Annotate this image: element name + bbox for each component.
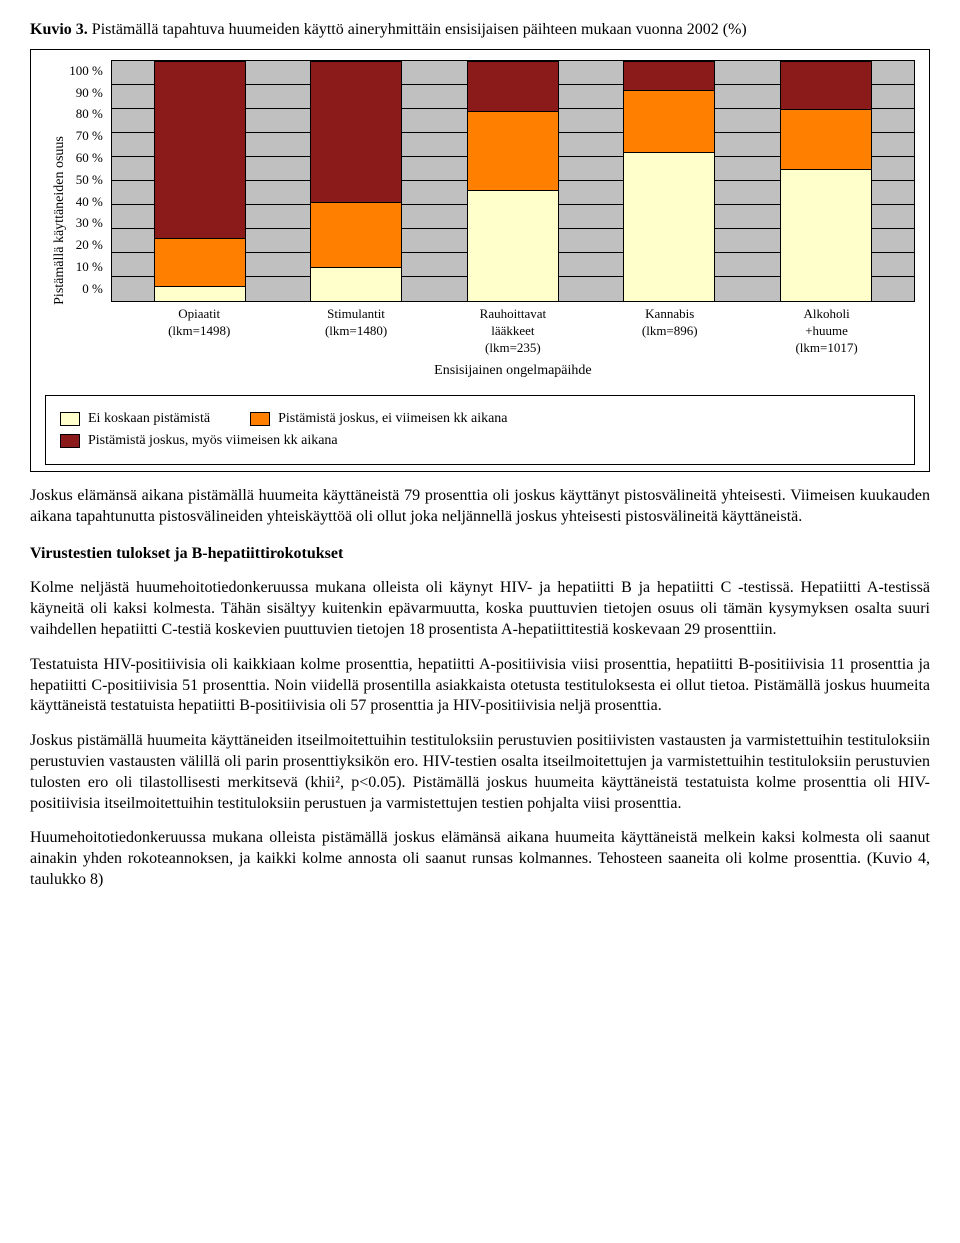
bar-segment	[624, 152, 714, 301]
bar-segment	[624, 90, 714, 152]
y-tick-label: 80 %	[69, 103, 103, 125]
y-ticks: 0 %10 %20 %30 %40 %50 %60 %70 %80 %90 %1…	[69, 60, 111, 300]
bar-segment	[781, 61, 871, 109]
legend-item-joskus-myos-viim: Pistämistä joskus, myös viimeisen kk aik…	[60, 432, 338, 450]
title-prefix: Kuvio 3.	[30, 21, 92, 38]
bar-segment	[468, 61, 558, 111]
chart-title: Kuvio 3. Pistämällä tapahtuva huumeiden …	[30, 20, 930, 41]
legend-label: Pistämistä joskus, myös viimeisen kk aik…	[88, 432, 338, 450]
legend-label: Pistämistä joskus, ei viimeisen kk aikan…	[278, 410, 507, 428]
y-axis-label: Pistämällä käyttäneiden osuus	[45, 60, 69, 381]
paragraph: Testatuista HIV-positiivisia oli kaikkia…	[30, 655, 930, 717]
title-rest: Pistämällä tapahtuva huumeiden käyttö ai…	[92, 21, 747, 38]
bar-segment	[624, 61, 714, 90]
bar-segment	[311, 202, 401, 267]
y-tick-label: 10 %	[69, 256, 103, 278]
bar-segment	[311, 267, 401, 301]
bar-segment	[155, 286, 245, 300]
legend-swatch-icon	[60, 434, 80, 448]
plot-area	[111, 60, 915, 302]
x-tick-label: Opiaatit(lkm=1498)	[144, 306, 254, 357]
legend-item-ei-koskaan: Ei koskaan pistämistä	[60, 410, 210, 428]
paragraph: Joskus elämänsä aikana pistämällä huumei…	[30, 486, 930, 528]
x-tick-label: Kannabis(lkm=896)	[615, 306, 725, 357]
x-tick-label: Stimulantit(lkm=1480)	[301, 306, 411, 357]
legend-swatch-icon	[60, 412, 80, 426]
bar-segment	[468, 190, 558, 300]
y-tick-label: 70 %	[69, 125, 103, 147]
legend-item-joskus-ei-viim: Pistämistä joskus, ei viimeisen kk aikan…	[250, 410, 507, 428]
bar-segment	[468, 111, 558, 190]
bar-segment	[155, 61, 245, 239]
y-tick-label: 60 %	[69, 147, 103, 169]
bar	[310, 60, 402, 301]
y-tick-label: 40 %	[69, 191, 103, 213]
x-axis-title: Ensisijainen ongelmapäihde	[111, 362, 915, 380]
legend: Ei koskaan pistämistä Pistämistä joskus,…	[45, 395, 915, 465]
bar-segment	[155, 238, 245, 286]
legend-label: Ei koskaan pistämistä	[88, 410, 210, 428]
y-tick-label: 30 %	[69, 212, 103, 234]
bar-segment	[311, 61, 401, 203]
chart-container: Pistämällä käyttäneiden osuus 0 %10 %20 …	[30, 49, 930, 472]
legend-swatch-icon	[250, 412, 270, 426]
x-labels: Opiaatit(lkm=1498) Stimulantit(lkm=1480) R…	[111, 302, 915, 357]
y-tick-label: 90 %	[69, 82, 103, 104]
paragraph: Kolme neljästä huumehoitotiedonkeruussa …	[30, 578, 930, 640]
x-tick-label: Alkoholi+huume(lkm=1017)	[772, 306, 882, 357]
y-tick-label: 100 %	[69, 60, 103, 82]
paragraph: Joskus pistämällä huumeita käyttäneiden …	[30, 731, 930, 814]
y-tick-label: 0 %	[69, 278, 103, 300]
bar	[467, 60, 559, 301]
bar	[154, 60, 246, 301]
bar-segment	[781, 169, 871, 301]
bar	[780, 60, 872, 301]
bar-segment	[781, 109, 871, 169]
paragraph: Huumehoitotiedonkeruussa mukana olleista…	[30, 828, 930, 890]
y-tick-label: 20 %	[69, 234, 103, 256]
bar	[623, 60, 715, 301]
y-tick-label: 50 %	[69, 169, 103, 191]
x-tick-label: Rauhoittavatlääkkeet(lkm=235)	[458, 306, 568, 357]
section-heading: Virustestien tulokset ja B-hepatiittirok…	[30, 544, 930, 565]
